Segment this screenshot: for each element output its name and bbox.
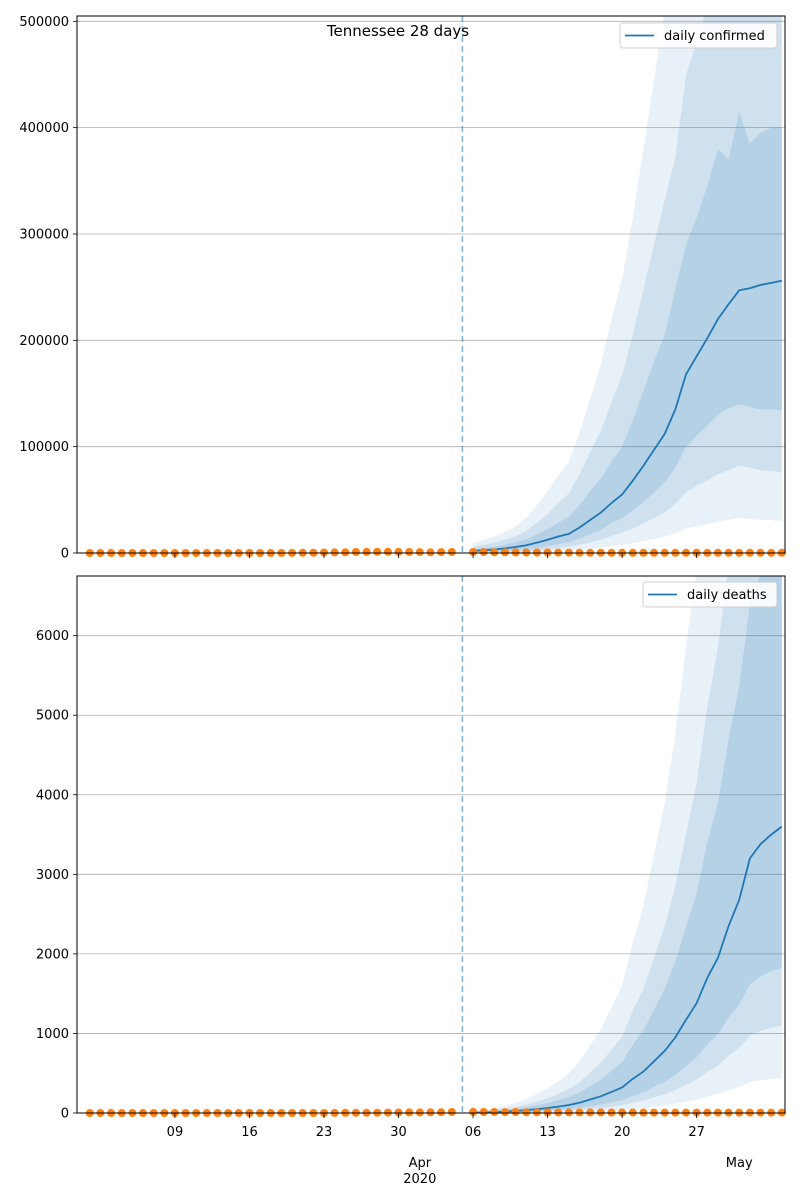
y-tick-label: 2000 xyxy=(36,947,69,962)
x-tick-label: 20 xyxy=(614,1125,631,1140)
x-tick-label: 09 xyxy=(167,1125,184,1140)
y-tick-label: 5000 xyxy=(36,709,69,724)
y-tick-label: 6000 xyxy=(36,629,69,644)
x-month-label: Apr xyxy=(409,1156,432,1171)
deaths-observed-point xyxy=(447,1108,456,1116)
confirmed-observed-point xyxy=(362,547,371,556)
deaths-band-90 xyxy=(473,576,782,1113)
confirmed-observed-point xyxy=(447,548,456,556)
deaths-axes-frame xyxy=(76,575,786,1114)
y-tick-label: 1000 xyxy=(36,1027,69,1042)
deaths-observed-point xyxy=(522,1108,531,1117)
confirmed-band-75 xyxy=(473,16,782,553)
legend-label: daily confirmed xyxy=(664,29,765,44)
confirmed-observed-point xyxy=(501,548,509,557)
x-tick-label: 23 xyxy=(316,1125,333,1140)
legend-box xyxy=(642,581,778,608)
x-tick-label: 27 xyxy=(688,1125,705,1140)
y-tick-label: 300000 xyxy=(19,227,69,242)
confirmed-observed-point xyxy=(437,548,446,557)
confirmed-observed-point xyxy=(426,548,435,557)
deaths-observed-point xyxy=(564,1108,573,1117)
confirmed-observed-point xyxy=(383,547,392,556)
confirmed-median-line xyxy=(473,279,782,552)
deaths-observed-point xyxy=(575,1108,584,1117)
deaths-observed-point xyxy=(586,1108,595,1117)
confirmed-observed-point xyxy=(373,547,382,556)
deaths-observed-point xyxy=(554,1108,563,1117)
deaths-observed-point xyxy=(415,1108,424,1117)
deaths-band-50 xyxy=(473,576,782,1113)
confirmed-panel: 0 100000 200000 300000 400000 500000 Tennesse… xyxy=(19,15,786,562)
legend-deaths: daily deaths xyxy=(642,581,778,608)
x-tick-label: 06 xyxy=(465,1125,482,1140)
deaths-plot-area xyxy=(77,576,785,1113)
x-month-label: May xyxy=(726,1156,753,1171)
deaths-observed-point xyxy=(405,1108,414,1117)
y-tick-label: 0 xyxy=(61,547,69,562)
legend-label: daily deaths xyxy=(687,588,767,603)
deaths-observed-point xyxy=(469,1107,478,1116)
deaths-observed-point xyxy=(437,1108,446,1117)
x-tick-label: 16 xyxy=(241,1125,258,1140)
y-tick-label: 4000 xyxy=(36,788,69,803)
deaths-panel: 0 1000 2000 3000 4000 5000 6000 daily deaths xyxy=(36,575,786,1122)
deaths-observed-point xyxy=(501,1108,509,1117)
confirmed-observed-point xyxy=(341,548,350,557)
x-tick-label: 13 xyxy=(539,1125,556,1140)
deaths-observed-point xyxy=(596,1108,605,1117)
confirmed-observed-point xyxy=(351,548,360,556)
x-tick-label: 30 xyxy=(390,1125,407,1140)
y-tick-label: 100000 xyxy=(19,440,69,455)
legend-confirmed: daily confirmed xyxy=(619,22,778,49)
confirmed-observed-point xyxy=(415,548,424,557)
y-tick-label: 3000 xyxy=(36,868,69,883)
confirmed-axes-frame xyxy=(76,15,786,554)
x-axis-labels: 09 16 23 30 06 13 20 27 Apr May 2020 xyxy=(167,1125,753,1187)
y-tick-label: 0 xyxy=(61,1107,69,1122)
confirmed-observed-point xyxy=(405,548,414,556)
deaths-observed-point xyxy=(426,1108,435,1117)
confirmed-observed-point xyxy=(490,548,499,557)
confirmed-band-90 xyxy=(473,16,782,553)
confirmed-observed-point xyxy=(511,548,520,557)
confirmed-observed-point xyxy=(469,548,478,556)
deaths-observed-point xyxy=(532,1108,541,1117)
deaths-observed-point xyxy=(543,1108,552,1117)
chart-title: Tennessee 28 days xyxy=(326,22,469,40)
x-year-label: 2020 xyxy=(403,1172,436,1187)
confirmed-observed-point xyxy=(479,548,488,557)
confirmed-plot-area xyxy=(77,16,785,553)
confirmed-band-50 xyxy=(473,111,782,553)
y-tick-label: 500000 xyxy=(19,15,69,30)
confirmed-observed-point xyxy=(330,548,339,557)
deaths-band-75 xyxy=(473,576,782,1113)
deaths-observed-point xyxy=(490,1108,499,1116)
confirmed-observed-point xyxy=(394,547,403,556)
deaths-observed-point xyxy=(479,1108,488,1116)
legend-box xyxy=(619,22,778,49)
y-tick-label: 400000 xyxy=(19,121,69,136)
y-tick-label: 200000 xyxy=(19,334,69,349)
deaths-observed-point xyxy=(511,1108,520,1116)
